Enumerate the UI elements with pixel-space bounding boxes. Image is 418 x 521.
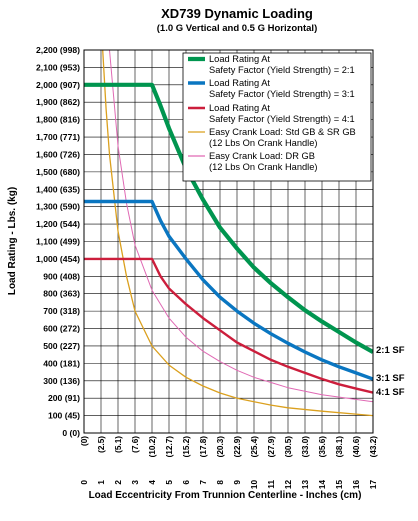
y-tick-label: 800 (363) [43,289,80,299]
y-tick-label: 1,200 (544) [36,219,80,229]
x-tick-label-cm: (30.5) [284,436,293,458]
y-tick-label: 500 (227) [43,341,80,351]
y-tick-label: 1,000 (454) [36,254,80,264]
y-tick-label: 300 (136) [43,376,80,386]
y-tick-label: 900 (408) [43,271,80,281]
x-tick-label-cm: (5.1) [114,436,123,453]
x-tick-label-in: 1 [97,480,106,485]
y-tick-label: 2,200 (998) [36,45,80,55]
series-end-label-1: 2:1 SF [376,345,405,356]
x-tick-label-in: 13 [301,480,310,490]
x-tick-label-in: 7 [199,480,208,485]
legend-entry-1-line-1: Load Rating At [209,54,270,64]
legend-entry-3-line-2: Safety Factor (Yield Strength) = 4:1 [209,114,355,124]
x-tick-label-in: 10 [250,480,259,490]
y-tick-label: 200 (91) [48,393,80,403]
series-line-1 [84,82,373,354]
x-tick-label-cm: (2.5) [97,436,106,453]
y-tick-labels: 2,200 (998) 2,100 (953) 2,000 (907) 1,900 (… [36,45,80,438]
y-tick-label: 1,600 (726) [36,149,80,159]
chart-subtitle: (1.0 G Vertical and 0.5 G Horizontal) [157,23,318,34]
y-tick-label: 600 (272) [43,324,80,334]
series-end-label-3: 4:1 SF [376,387,405,398]
series-lines [84,50,373,417]
legend-box [182,52,372,182]
y-tick-label: 1,900 (862) [36,97,80,107]
legend-entry-5-line-2: (12 Lbs On Crank Handle) [209,162,318,172]
legend-entry-5-line-1: Easy Crank Load: DR GB [209,151,315,161]
plot-frame [83,49,374,434]
y-tick-label: 700 (318) [43,306,80,316]
x-tick-label-in: 14 [318,480,327,490]
y-tick-label: 1,400 (635) [36,184,80,194]
y-tick-label: 1,700 (771) [36,132,80,142]
x-tick-label-in: 16 [352,480,361,490]
x-tick-label-cm: (10.2) [148,436,157,458]
x-tick-label-in: 0 [80,480,89,485]
legend-entry-2-line-1: Load Rating At [209,78,270,88]
series-line-4 [102,50,373,417]
x-tick-label-cm: (7.6) [131,436,140,453]
y-tick-label: 1,500 (680) [36,167,80,177]
y-tick-label: 0 (0) [62,428,80,438]
legend-entry-4-line-1: Easy Crank Load: Std GB & SR GB [209,127,356,137]
x-tick-label-in: 11 [267,480,276,489]
x-tick-label-in: 12 [284,480,293,490]
y-tick-label: 100 (45) [48,411,80,421]
legend-entry-4-line-2: (12 Lbs On Crank Handle) [209,138,318,148]
x-tick-label-cm: (35.6) [318,436,327,458]
x-tick-label-cm: (17.8) [199,436,208,458]
x-tick-label-cm: (15.2) [182,436,191,458]
x-tick-label-cm: (22.9) [233,436,242,458]
x-tick-label-cm: (0) [80,436,89,446]
x-tick-label-cm: (12.7) [165,436,174,458]
y-tick-label: 1,800 (816) [36,115,80,125]
x-tick-label-in: 17 [369,480,378,490]
x-tick-label-in: 4 [148,480,157,485]
x-tick-label-cm: (33.0) [301,436,310,458]
legend-entry-3-line-1: Load Rating At [209,103,270,113]
y-axis-label: Load Rating - Lbs. (kg) [7,187,18,295]
x-tick-label-in: 5 [165,480,174,485]
y-tick-label: 2,100 (953) [36,62,80,72]
x-tick-label-cm: (20.3) [216,436,225,458]
legend-entry-1-line-2: Safety Factor (Yield Strength) = 2:1 [209,65,355,75]
x-axis-label: Load Eccentricity From Trunnion Centerli… [89,490,362,501]
y-tick-label: 1,300 (590) [36,202,80,212]
y-tick-label: 400 (181) [43,358,80,368]
x-tick-labels: (0) 0 (2.5) 1 (5.1) 2 (7.6) 3 (10.2) 4 (12.7) 5 (15.… [80,436,378,489]
x-tick-label-cm: (27.9) [267,436,276,458]
series-line-2 [84,199,373,381]
y-tick-label: 2,000 (907) [36,80,80,90]
x-tick-label-cm: (40.6) [352,436,361,458]
x-tick-label-in: 3 [131,480,140,485]
x-tick-label-in: 8 [216,480,225,485]
chart-title: XD739 Dynamic Loading [161,6,313,21]
series-end-label-2: 3:1 SF [376,373,405,384]
x-tick-label-in: 2 [114,480,123,485]
series-line-3 [84,257,373,394]
x-tick-label-cm: (38.1) [335,436,344,458]
y-tick-label: 1,100 (499) [36,237,80,247]
x-tick-label-in: 15 [335,480,344,490]
x-tick-label-in: 9 [233,480,242,485]
x-tick-label-cm: (25.4) [250,436,259,458]
series-line-5 [109,50,373,403]
x-tick-label-cm: (43.2) [369,436,378,458]
series-end-labels: 2:1 SF 3:1 SF 4:1 SF [376,345,405,398]
legend-entry-2-line-2: Safety Factor (Yield Strength) = 3:1 [209,89,355,99]
x-tick-label-in: 6 [182,480,191,485]
